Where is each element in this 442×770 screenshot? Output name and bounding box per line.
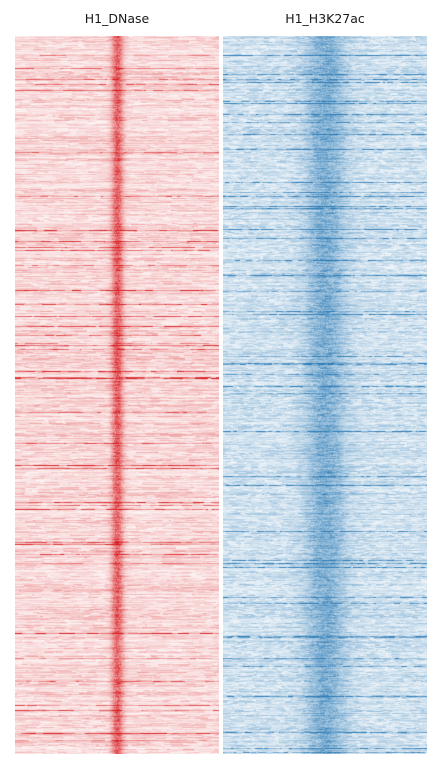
dnase-panel-title: H1_DNase	[84, 11, 150, 26]
h3k27ac-panel-title: H1_H3K27ac	[285, 11, 365, 26]
dnase-heatmap	[15, 36, 219, 754]
h3k27ac-heatmap	[223, 36, 427, 754]
